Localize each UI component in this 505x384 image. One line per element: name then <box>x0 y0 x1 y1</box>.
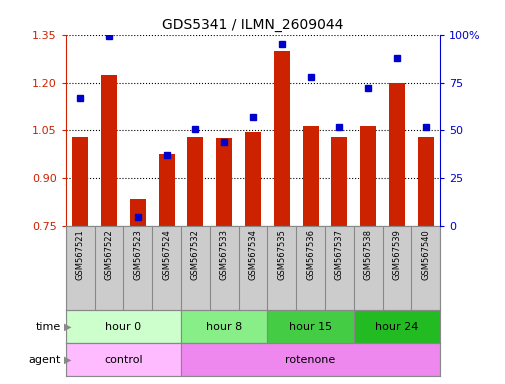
FancyBboxPatch shape <box>66 343 181 376</box>
FancyBboxPatch shape <box>353 310 439 343</box>
Title: GDS5341 / ILMN_2609044: GDS5341 / ILMN_2609044 <box>162 18 343 32</box>
Text: hour 24: hour 24 <box>375 322 418 332</box>
Text: GSM567535: GSM567535 <box>277 229 286 280</box>
Text: GSM567532: GSM567532 <box>190 229 199 280</box>
FancyBboxPatch shape <box>267 310 353 343</box>
Bar <box>187 137 203 227</box>
Bar <box>302 126 318 227</box>
Text: GSM567539: GSM567539 <box>392 229 401 280</box>
Text: GSM567540: GSM567540 <box>421 229 429 280</box>
Text: agent: agent <box>28 355 61 365</box>
Text: control: control <box>104 355 142 365</box>
FancyBboxPatch shape <box>181 310 267 343</box>
Text: GSM567524: GSM567524 <box>162 229 171 280</box>
FancyBboxPatch shape <box>181 343 439 376</box>
Bar <box>72 137 88 227</box>
Text: hour 0: hour 0 <box>105 322 141 332</box>
Bar <box>101 74 117 227</box>
Text: GSM567523: GSM567523 <box>133 229 142 280</box>
Bar <box>331 137 346 227</box>
Text: hour 15: hour 15 <box>288 322 331 332</box>
Text: GSM567536: GSM567536 <box>306 229 315 280</box>
Text: hour 8: hour 8 <box>206 322 242 332</box>
Text: GSM567534: GSM567534 <box>248 229 257 280</box>
Text: GSM567522: GSM567522 <box>104 229 113 280</box>
Text: time: time <box>35 322 61 332</box>
Text: rotenone: rotenone <box>285 355 335 365</box>
Bar <box>244 132 261 227</box>
Bar <box>273 51 289 227</box>
FancyBboxPatch shape <box>66 310 181 343</box>
Bar <box>388 83 404 227</box>
Text: ▶: ▶ <box>64 355 72 365</box>
Text: GSM567533: GSM567533 <box>219 229 228 280</box>
Text: GSM567537: GSM567537 <box>334 229 343 280</box>
Bar <box>130 199 145 227</box>
Bar <box>360 126 375 227</box>
Bar <box>216 139 232 227</box>
Text: ▶: ▶ <box>64 322 72 332</box>
Bar <box>159 154 174 227</box>
Bar <box>417 137 433 227</box>
Text: GSM567521: GSM567521 <box>76 229 84 280</box>
Text: GSM567538: GSM567538 <box>363 229 372 280</box>
